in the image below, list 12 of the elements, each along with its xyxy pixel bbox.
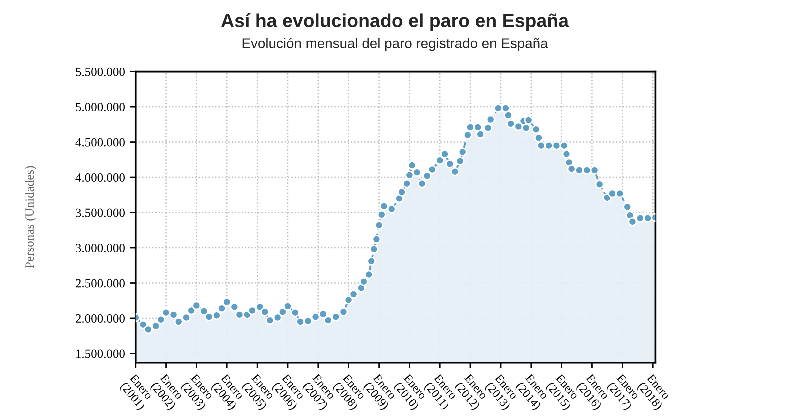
y-tick-label: 4.000.000 <box>76 174 125 182</box>
y-tick-label: 1.500.000 <box>76 350 125 358</box>
y-tick-label: 4.500.000 <box>76 138 125 147</box>
y-tick-label: 5.500.000 <box>76 68 125 76</box>
y-tick-label: 5.000.000 <box>76 103 125 112</box>
y-tick-label: 2.000.000 <box>76 314 125 323</box>
y-tick-label: 2.500.000 <box>76 279 125 288</box>
y-tick-label: 3.500.000 <box>76 208 125 218</box>
chart-title: Así ha evolucionado el paro en España <box>221 14 570 32</box>
y-tick-label: 3.000.000 <box>76 244 125 253</box>
chart-subtitle: Evolución mensual del paro registrado en España <box>242 38 548 52</box>
y-axis-title: Personas (Unidades) <box>25 166 37 269</box>
